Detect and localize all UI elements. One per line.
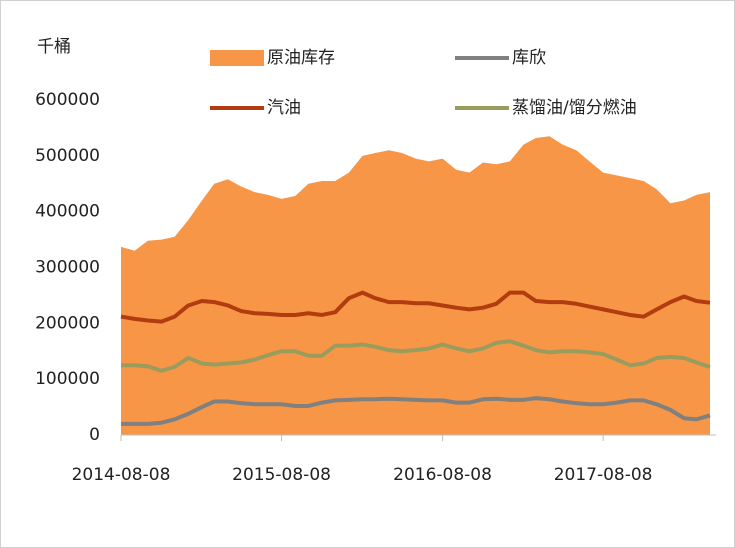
y-tick-label: 200000 — [35, 313, 100, 333]
y-axis-label: 千桶 — [37, 37, 71, 57]
line — [121, 339, 711, 373]
line — [120, 290, 711, 324]
y-tick-label: 100000 — [35, 369, 100, 389]
legend-swatch — [210, 50, 264, 66]
x-tick-label: 2017-08-08 — [554, 465, 653, 485]
x-tick-label: 2014-08-08 — [72, 465, 171, 485]
legend-label: 蒸馏油/馏分燃油 — [512, 98, 637, 118]
legend-label: 汽油 — [267, 98, 301, 118]
legend-label: 库欣 — [512, 48, 546, 68]
y-tick-label: 600000 — [35, 90, 100, 110]
legend-label: 原油库存 — [267, 48, 335, 68]
y-tick-label: 400000 — [35, 202, 100, 222]
y-tick-label: 300000 — [35, 258, 100, 278]
x-tick-label: 2015-08-08 — [232, 465, 331, 485]
x-tick-label: 2016-08-08 — [393, 465, 492, 485]
area — [121, 136, 710, 435]
line — [121, 396, 711, 426]
y-tick-label: 500000 — [35, 146, 100, 166]
y-tick-label: 0 — [89, 425, 100, 445]
